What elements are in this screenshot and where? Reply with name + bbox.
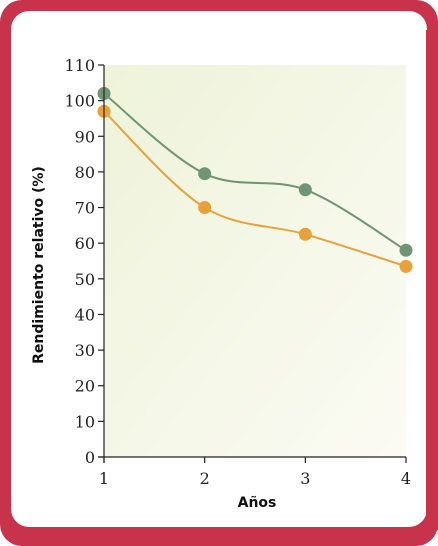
series-1-point (198, 167, 212, 181)
y-tick-label: 100 (64, 92, 95, 111)
y-tick-label: 40 (75, 305, 95, 324)
series-1-point (399, 243, 413, 257)
x-tick-label: 1 (99, 469, 109, 488)
series-2-point (298, 227, 312, 241)
series-line-2 (103, 110, 407, 268)
y-tick-label: 110 (64, 56, 95, 75)
series-2-point (198, 201, 212, 215)
y-tick-label: 70 (75, 199, 95, 218)
y-tick-label: 50 (75, 270, 95, 289)
series-line-1 (103, 92, 407, 252)
y-tick-label: 10 (75, 412, 95, 431)
y-tick-label: 90 (75, 127, 95, 146)
x-axis-title: Años (238, 495, 277, 511)
card-edge-tab (426, 30, 438, 530)
y-tick-label: 20 (75, 377, 95, 396)
y-tick-label: 80 (75, 163, 95, 182)
y-axis-title: Rendimiento relativo (%) (31, 166, 47, 364)
y-tick-label: 0 (85, 448, 95, 467)
y-tick-label: 30 (75, 341, 95, 360)
plot-area (104, 65, 406, 457)
series-2-point (399, 259, 413, 273)
x-tick-label: 2 (200, 469, 210, 488)
x-tick-label: 3 (300, 469, 310, 488)
series-1-point (298, 183, 312, 197)
x-tick-label: 4 (401, 469, 411, 488)
y-tick-label: 60 (75, 234, 95, 253)
